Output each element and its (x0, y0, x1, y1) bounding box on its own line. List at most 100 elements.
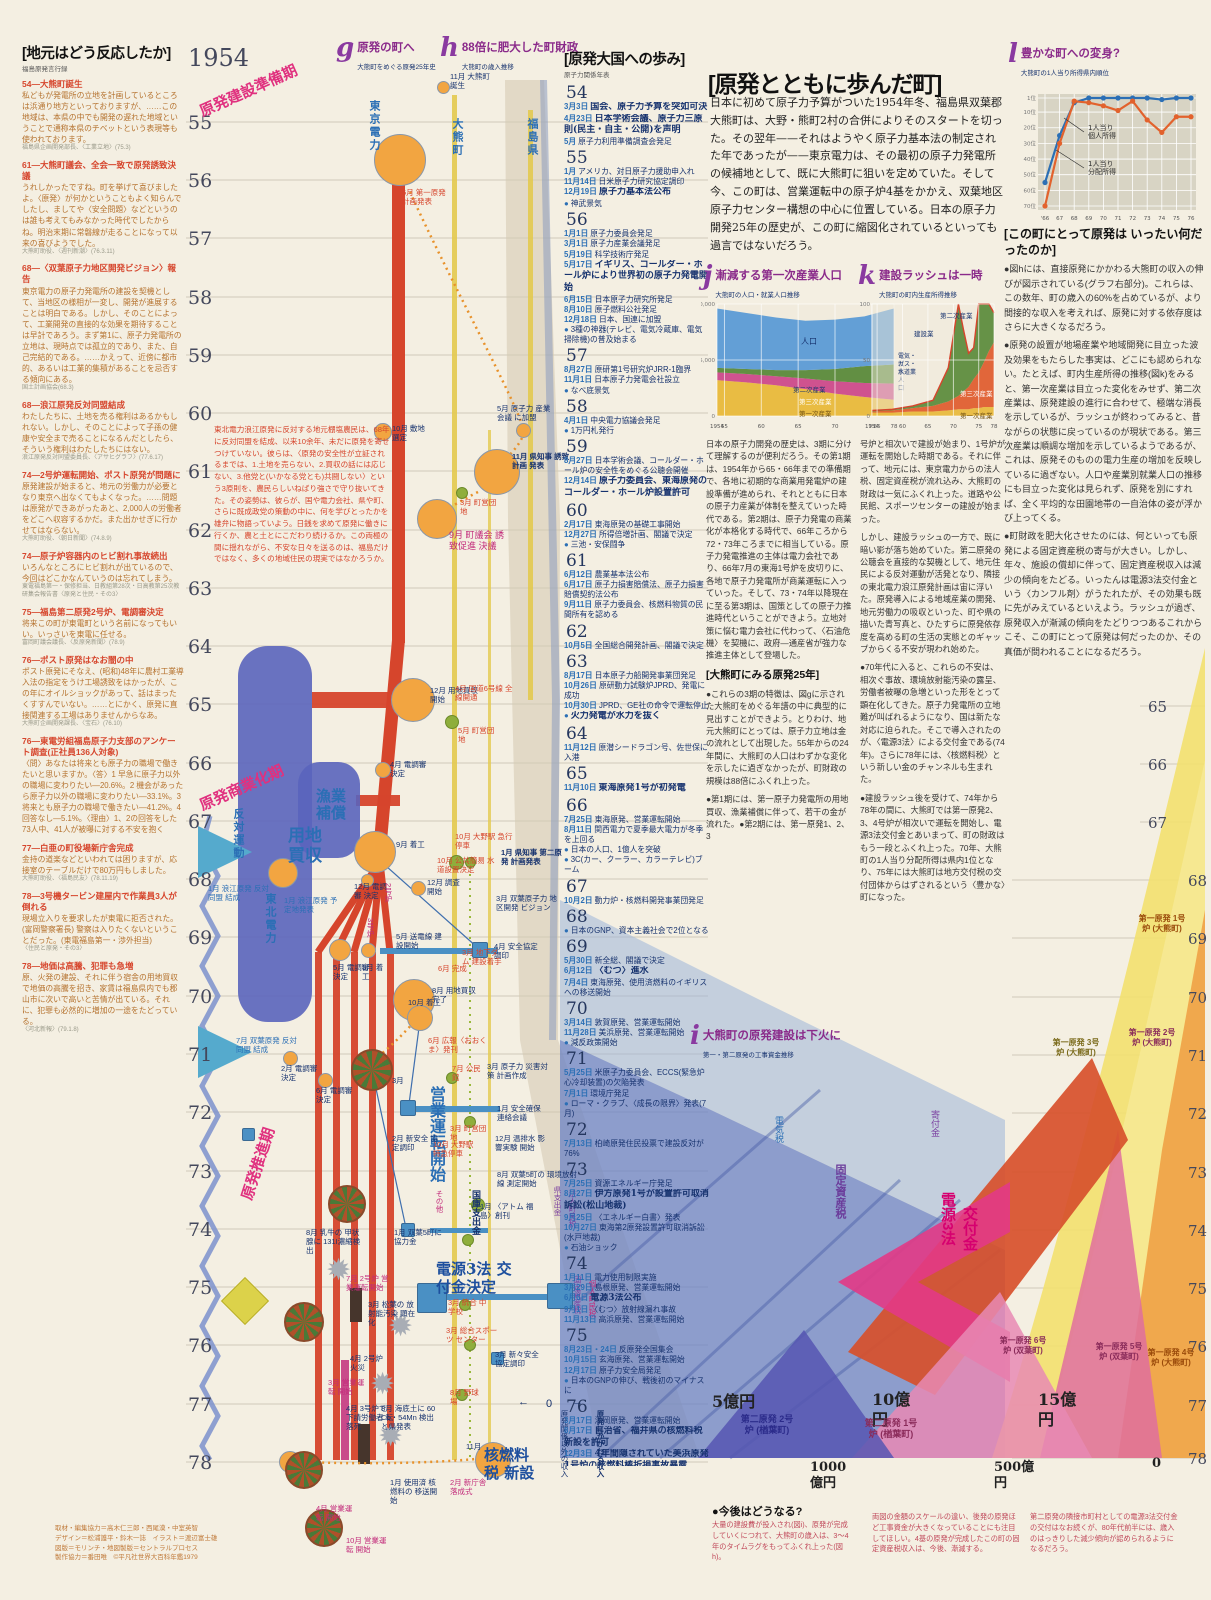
event-node (474, 449, 520, 495)
chronology-item: 1月1日 原子力委員会発足 (564, 229, 653, 239)
event-label: 9月 町議会 誘致促進 決議 (449, 530, 505, 551)
svg-text:67: 67 (1056, 216, 1063, 222)
chart-i-subtitle: 第一・第二原発の工事資金推移 (702, 1052, 794, 1059)
event-node (464, 1116, 476, 1128)
chronology-item: 64 (566, 723, 588, 743)
event-label: 1月 浪江原発 予定地発表 (284, 896, 338, 915)
opposition-arrow-icon (198, 1026, 252, 1078)
svg-text:100: 100 (860, 302, 871, 308)
event-label: 3月 原子力 災害対策 計画作成 (487, 1062, 548, 1081)
chart-i-header: i 大熊町の原発建設は下火に 第一・第二原発の工事資金推移 (690, 1023, 841, 1062)
quote-source: 大熊町助役、〈朝日新聞〉(74.8.9) (22, 536, 112, 543)
quote-body: わたしたちに、土地を売る権利はあるかもしれない。しかし、そのことによって子孫の健… (22, 411, 178, 455)
svg-text:50位: 50位 (1024, 171, 1037, 179)
chronology-item: 10月2日 動力炉・核燃料開発事業団発足 (564, 895, 704, 905)
chronology-item: 10月26日 原研動力試験炉JPRD、発電に成功 (564, 680, 706, 700)
chronology-item: 7月25日 資源エネルギー庁発足 (564, 1179, 673, 1189)
quote-source: 大熊町助役、〈週刊新潮〉(76.3.11) (22, 248, 115, 255)
timeline-year: 61 (188, 461, 213, 483)
event-label: 4月 営業運転 開始 (316, 1504, 353, 1523)
svg-text:第一次産業: 第一次産業 (799, 409, 832, 418)
event-node (462, 1234, 474, 1246)
event-label: 3月 地下ダム 建設着手 (462, 948, 502, 967)
big-chart-label: 第一原発 5号炉 (双葉町) (1095, 1342, 1143, 1361)
chart-j-glyph: j (703, 261, 713, 291)
event-node (282, 1050, 298, 1066)
chronology-item: ● 日本のGNPの伸び、戦後初のマイナスに (564, 1375, 705, 1395)
svg-text:人口: 人口 (801, 337, 817, 346)
credit-line: 製作協力＝番田唯 ©平凡社世界大百科年鑑1979 (55, 1554, 198, 1562)
local-reaction-column: [地元はどう反応したか] 福島原発言行録 54—大熊町誕生 私どもが発電所の立地… (22, 42, 184, 1042)
timeline-year: 64 (188, 636, 213, 658)
svg-text:60位: 60位 (1024, 186, 1037, 194)
event-label: 10月 公共簡易 水道設置決定 (437, 856, 495, 875)
timeline-year: 71 (188, 1044, 213, 1066)
event-label: 10月 大野駅 急行停車 (455, 832, 513, 851)
chart-j-subtitle: 大熊町の人口・就業人口推移 (715, 292, 800, 299)
chronology-item: ● 1万円札発行 (564, 425, 615, 435)
chronology-item: 9月1日 〈むつ〉放射線漏れ事故 (564, 1305, 677, 1315)
event-node (410, 880, 426, 896)
chart-l-header: l 豊かな町への変身? 大熊町の1人当り所得県内順位 (1008, 41, 1120, 80)
event-label: その他 (435, 1190, 444, 1213)
chronology-item: 55 (566, 148, 588, 168)
big-chart-label: 5億円 (712, 1392, 756, 1411)
event-label: 12月 電調審 決定 (354, 882, 387, 901)
svg-text:75: 75 (868, 424, 875, 430)
svg-text:10,000: 10,000 (701, 302, 715, 308)
quote-entry: 78—地価は高騰、犯罪も急増 原、火発の建設、それに伴う宿舎の用地買収で地価の高… (22, 961, 184, 1035)
gridline-year: 75 (1188, 1280, 1208, 1298)
chronology-item: 8月23日・24日 反原発全国集会 (564, 1345, 674, 1355)
gridline-year: 76 (1188, 1338, 1208, 1356)
big-chart-label: 第一原発 2号炉 (大熊町) (1128, 1028, 1176, 1047)
svg-text:第二次産業: 第二次産業 (793, 385, 826, 394)
chronology-item: 66 (566, 795, 588, 815)
article-paragraph: ●第1期には、第一原子力発電所の用地買収、漁業補償に伴って、若干の金が流れた。●… (706, 794, 850, 842)
event-node (241, 1127, 255, 1141)
article-paragraph: ●建設ラッシュ後を受けて、74年から78年の間に、大熊町では第一原発2、3、4号… (860, 792, 1006, 903)
svg-text:40位: 40位 (1024, 155, 1037, 163)
quote-heading: 76—ポスト原発はなお闇の中 (22, 654, 134, 665)
quote-heading: 54—大熊町誕生 (22, 79, 83, 89)
radiation-rosette-icon (328, 1185, 366, 1223)
quote-body: 金持の道楽などといわれては困りますが、応接室のテーブルだけで80万円もしました。 (22, 854, 177, 875)
event-label: 5月 原子力 産業会議 に加盟 (497, 404, 551, 423)
event-label: 8月 乳牛の 甲状腺に 131I濃縮検出 (306, 1228, 361, 1256)
event-label: 9月 着工 (396, 840, 425, 849)
event-label: ← (518, 1396, 529, 1408)
event-node (456, 1389, 468, 1401)
quote-body: 私どもが発電所の立地を計画しているところは浜通り地方といっておりますが、……この… (22, 91, 178, 145)
event-label: 2号炉 (384, 883, 393, 903)
event-node (464, 1339, 476, 1351)
svg-text:75: 75 (975, 424, 982, 430)
chronology-item: 5月 原子力利用準備調査会発足 (564, 137, 672, 147)
timeline-year: 63 (188, 578, 213, 600)
article-paragraph: ●これらの3期の特徴は、図gに示された大熊町をめぐる年譜の中に典型的に見出すこと… (706, 688, 849, 786)
gridline-year: 73 (1188, 1164, 1208, 1182)
quote-body: ポスト原発にそなえ、(昭和)48年に農村工業導入法の指定をうけ工場誘致をはかった… (22, 666, 184, 721)
event-label: 1月 使用済 核燃料の 移送開始 (390, 1478, 438, 1506)
chronology-item: 7月1日 環境庁発足 (564, 1088, 630, 1098)
svg-text:電気・: 電気・ (898, 352, 916, 360)
event-label: 3月 松葉の 放射能汚染 顕在化 (368, 1300, 416, 1328)
big-chart-label: 第二原発 1号炉 (楢葉町) (864, 1418, 918, 1440)
big-chart-label: 第一原発 3号炉 (大熊町) (1052, 1038, 1100, 1057)
radiation-rosette-icon (285, 1451, 323, 1489)
chart-k-glyph: k (858, 261, 877, 291)
event-label: 核燃料税 新設 (484, 1446, 535, 1482)
svg-text:1954: 1954 (710, 424, 724, 430)
event-label: 3月 総合スポーツ センター (446, 1326, 498, 1345)
big-chart-label: 10億円 (872, 1390, 911, 1429)
svg-text:70: 70 (950, 424, 957, 430)
quote-body: 〈問〉あなたは将来とも原子力の職場で働きたいと思いますか。〈答〉1 早急に原子力… (22, 759, 184, 835)
chart-g-header: g 原発の町へ 大熊町をめぐる原発25年史 (336, 35, 436, 74)
svg-text:68: 68 (1071, 216, 1078, 222)
svg-text:78: 78 (891, 424, 898, 430)
event-label: 2月 新庁舎 落成式 (450, 1478, 487, 1497)
event-label: 用地 買収 (288, 826, 322, 865)
article-column-1: 日本の原子力開発の歴史は、3期に分けて理解するのが便利だろう。その第1期は、19… (706, 438, 852, 958)
chronology-item: 7月4日 東海原発、使用済燃料のイギリスへの移送開始 (564, 977, 708, 997)
chart-l-subtitle: 大熊町の1人当り所得県内順位 (1020, 70, 1110, 77)
right-column-title: [この町にとって原発は いったい何だったのか] (1004, 227, 1203, 258)
